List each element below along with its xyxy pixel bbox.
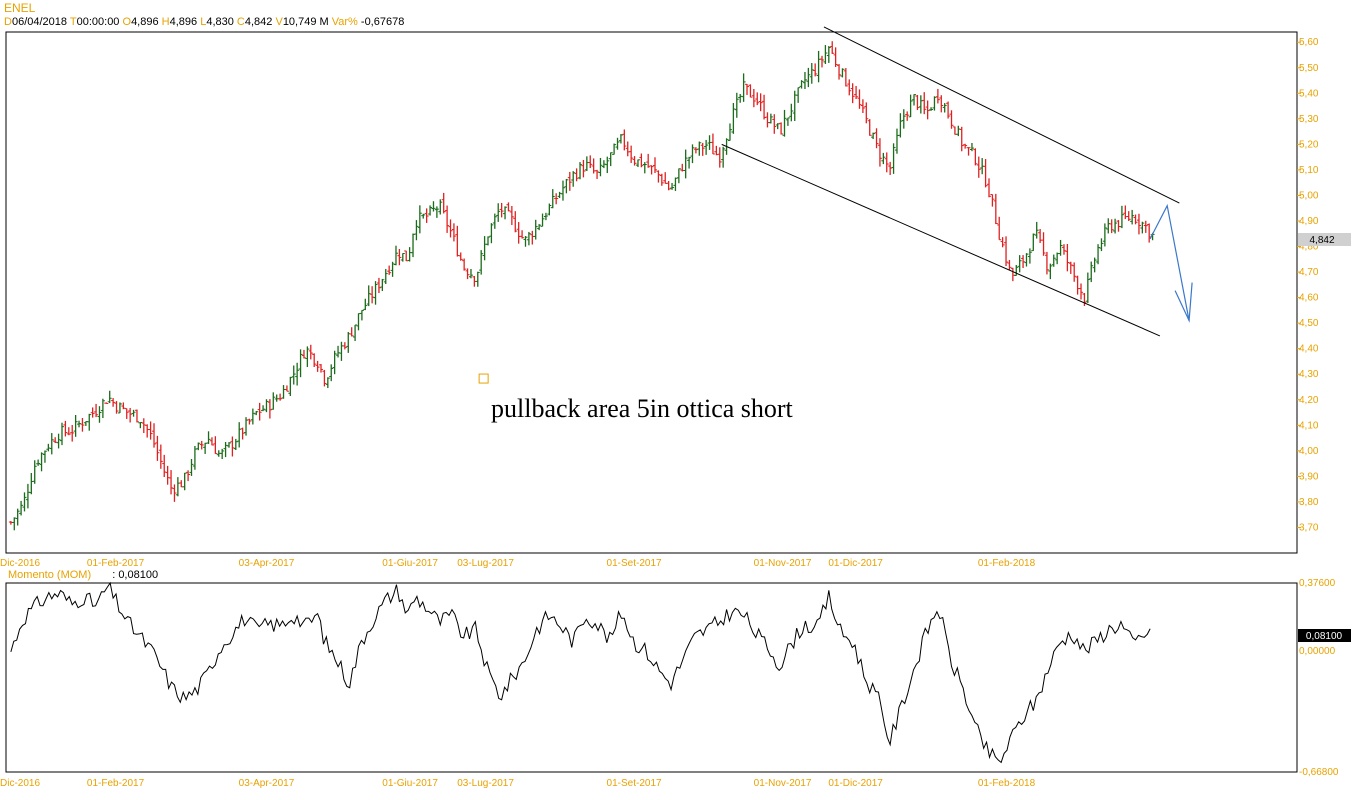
price-ytick-label: 4,20 <box>1299 395 1319 406</box>
channel-lower-line[interactable] <box>721 143 1161 337</box>
momentum-label: Momento (MOM) <box>8 569 92 581</box>
price-panel-frame <box>5 31 1298 554</box>
mom-xtick-label: 01-Set-2017 <box>607 778 662 789</box>
price-ytick-label: 4,70 <box>1299 267 1319 278</box>
price-ytick-label: 4,10 <box>1299 420 1319 431</box>
price-ytick-label: 5,40 <box>1299 88 1319 99</box>
ohlc-header: D06/04/2018 T00:00:00 O4,896 H4,896 L4,8… <box>4 16 404 28</box>
chart-symbol: ENEL <box>4 1 36 15</box>
low-label: L <box>200 16 207 28</box>
mom-xtick-label: Dic-2016 <box>0 778 40 789</box>
price-ytick-label: 3,80 <box>1299 497 1319 508</box>
price-ytick-label: 5,30 <box>1299 114 1319 125</box>
mom-ytick-label: -0,66800 <box>1299 767 1339 778</box>
price-ytick-label: 5,50 <box>1299 63 1319 74</box>
projection-arrow-head <box>1174 282 1193 323</box>
price-xtick-label: 01-Dic-2017 <box>828 558 883 569</box>
last-price-tag: 4,842 <box>1309 235 1334 246</box>
momentum-panel-frame <box>5 582 1298 773</box>
time-label: T <box>69 16 77 28</box>
open-value: 4,896 <box>131 16 159 28</box>
price-xtick-label: 03-Lug-2017 <box>457 558 514 569</box>
momentum-header: Momento (MOM) : 0,08100 <box>8 569 158 581</box>
mom-ytick-label: 0,00000 <box>1299 646 1336 657</box>
price-ytick-label: 3,90 <box>1299 471 1319 482</box>
mom-xtick-label: 01-Feb-2018 <box>978 778 1036 789</box>
volume-label: V <box>275 16 283 28</box>
mom-value-tag: 0,08100 <box>1306 631 1343 642</box>
mom-ytick-label: 0,37600 <box>1299 578 1336 589</box>
momentum-line <box>10 581 1151 764</box>
price-ytick-label: 4,00 <box>1299 446 1319 457</box>
price-xtick-label: 01-Giu-2017 <box>382 558 438 569</box>
price-ytick-label: 4,90 <box>1299 216 1319 227</box>
price-xtick-label: 01-Feb-2018 <box>978 558 1036 569</box>
price-ytick-label: 4,50 <box>1299 318 1319 329</box>
momentum-separator: : <box>112 569 116 581</box>
channel-upper-line[interactable] <box>823 26 1180 204</box>
pullback-annotation: pullback area 5in ottica short <box>491 394 794 423</box>
open-label: O <box>122 16 132 28</box>
mom-xtick-label: 03-Lug-2017 <box>457 778 514 789</box>
price-ytick-label: 5,00 <box>1299 190 1319 201</box>
price-ytick-label: 4,60 <box>1299 293 1319 304</box>
mom-xtick-label: 03-Apr-2017 <box>239 778 295 789</box>
mom-xtick-label: 01-Feb-2017 <box>87 778 145 789</box>
mom-xtick-label: 01-Dic-2017 <box>828 778 883 789</box>
price-ytick-label: 4,80 <box>1299 242 1319 253</box>
price-ytick-label: 3,70 <box>1299 522 1319 533</box>
price-xtick-label: 01-Nov-2017 <box>754 558 812 569</box>
close-label: C <box>236 16 245 28</box>
mom-xtick-label: 01-Nov-2017 <box>754 778 812 789</box>
var-label: Var% <box>331 16 358 28</box>
annotation-marker[interactable] <box>478 373 489 384</box>
date-label: D <box>4 16 12 28</box>
price-ytick-label: 5,60 <box>1299 37 1319 48</box>
price-ytick-label: 4,40 <box>1299 344 1319 355</box>
high-value: 4,896 <box>169 16 198 28</box>
projection-arrow-line[interactable] <box>1149 203 1190 321</box>
price-xtick-label: 01-Feb-2017 <box>87 558 145 569</box>
low-value: 4,830 <box>206 16 234 28</box>
mom-value-tag-bg <box>1298 629 1351 642</box>
price-ytick-label: 5,10 <box>1299 165 1319 176</box>
price-ytick-label: 5,20 <box>1299 139 1319 150</box>
time-value: 00:00:00 <box>76 16 120 28</box>
price-xtick-label: 01-Set-2017 <box>607 558 662 569</box>
price-xtick-label: 03-Apr-2017 <box>239 558 295 569</box>
momentum-value: 0,08100 <box>118 569 159 581</box>
date-value: 06/04/2018 <box>11 16 68 28</box>
var-value: -0,67678 <box>360 16 405 28</box>
high-label: H <box>161 16 170 28</box>
mom-xtick-label: 01-Giu-2017 <box>382 778 438 789</box>
close-value: 4,842 <box>244 16 273 28</box>
last-price-tag-bg <box>1298 233 1351 246</box>
volume-value: 10,749 M <box>282 16 329 28</box>
price-xtick-label: Dic-2016 <box>0 558 40 569</box>
price-ytick-label: 4,30 <box>1299 369 1319 380</box>
